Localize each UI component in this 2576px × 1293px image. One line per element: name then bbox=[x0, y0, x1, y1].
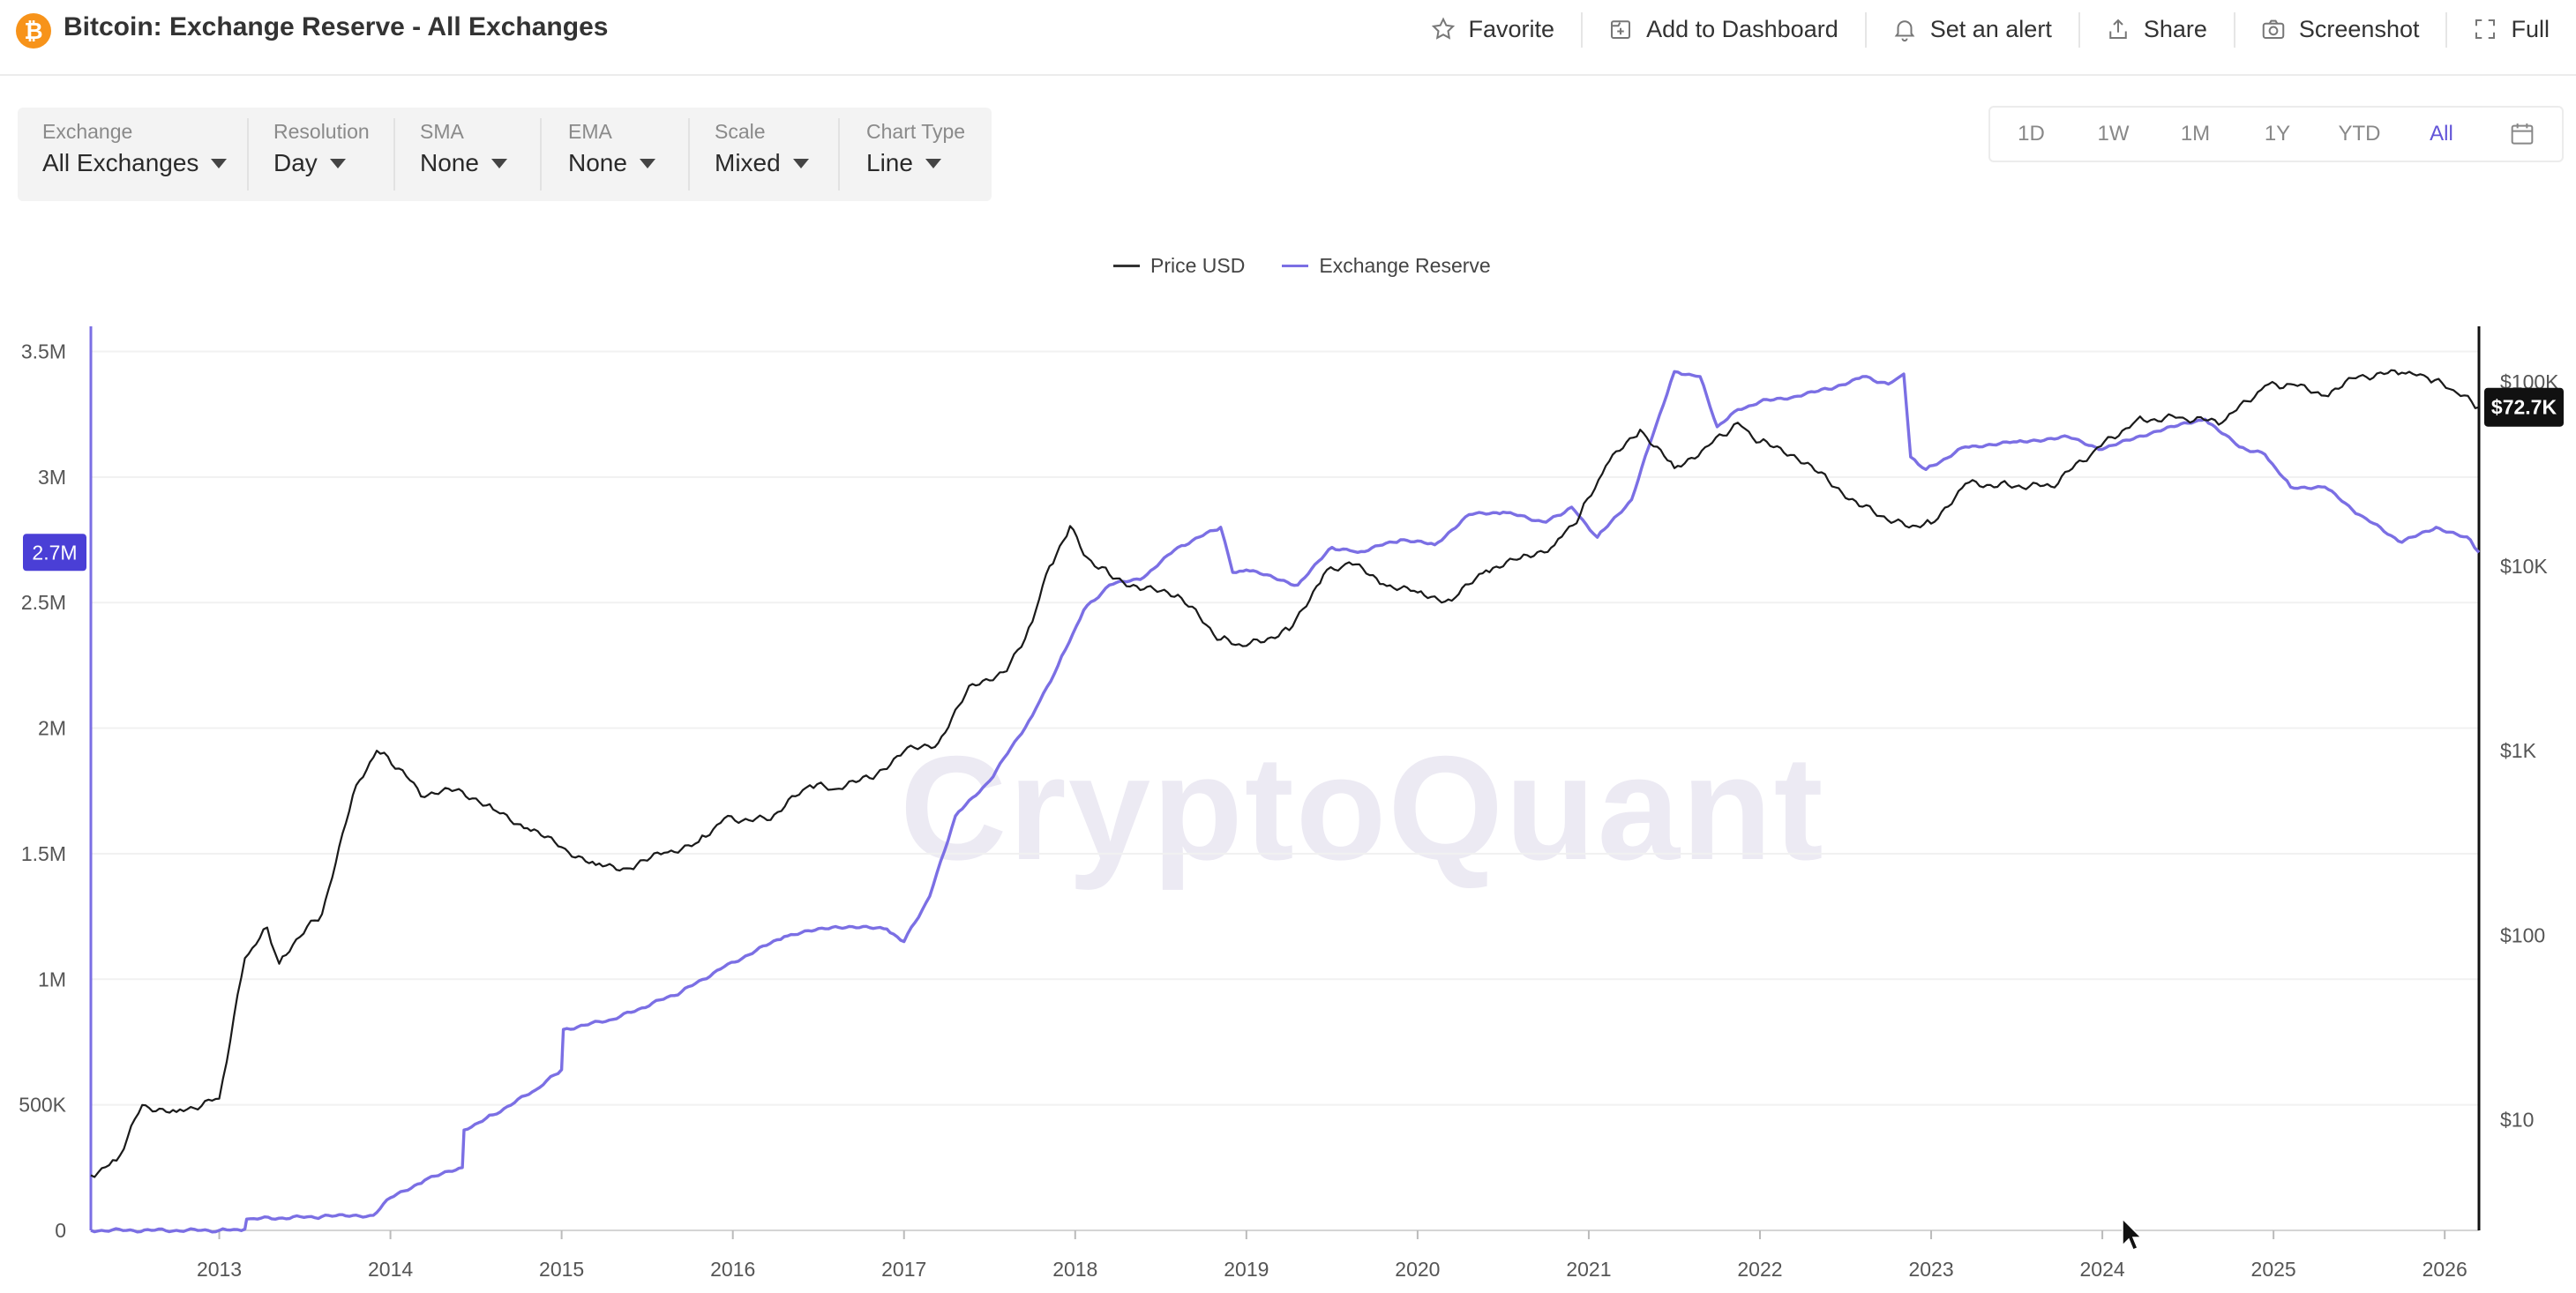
range-selector: 1D 1W 1M 1Y YTD All bbox=[1988, 106, 2564, 162]
screenshot-label: Screenshot bbox=[2298, 15, 2420, 42]
chart-type-value: Line bbox=[866, 149, 913, 176]
left-tick-label: 3.5M bbox=[21, 340, 66, 362]
x-tick-label: 2024 bbox=[2080, 1258, 2125, 1281]
range-1w-button[interactable]: 1W bbox=[2097, 122, 2130, 146]
star-icon bbox=[1430, 16, 1456, 42]
x-tick-label: 2025 bbox=[2251, 1258, 2296, 1281]
fullscreen-icon bbox=[2472, 16, 2498, 42]
scale-value: Mixed bbox=[715, 149, 781, 176]
left-tick-label: 2.5M bbox=[21, 591, 66, 614]
sma-select[interactable]: SMA None bbox=[393, 108, 540, 201]
calendar-icon bbox=[2511, 123, 2534, 145]
screenshot-button[interactable]: Screenshot bbox=[2233, 0, 2446, 58]
resolution-value: Day bbox=[273, 149, 318, 176]
x-tick-label: 2014 bbox=[368, 1258, 413, 1281]
watermark: CryptoQuant bbox=[900, 725, 1825, 891]
legend-swatch-price bbox=[1113, 265, 1140, 267]
chevron-down-icon bbox=[329, 158, 346, 168]
sma-label: SMA bbox=[420, 120, 464, 143]
page-header: ₿ Bitcoin: Exchange Reserve - All Exchan… bbox=[0, 0, 2576, 76]
x-tick-label: 2026 bbox=[2422, 1258, 2467, 1281]
x-tick-label: 2016 bbox=[710, 1258, 755, 1281]
bitcoin-logo-icon: ₿ bbox=[16, 13, 51, 49]
chevron-down-icon bbox=[792, 158, 809, 168]
range-1m-button[interactable]: 1M bbox=[2180, 122, 2211, 146]
chevron-down-icon bbox=[211, 158, 228, 168]
x-tick-label: 2013 bbox=[197, 1258, 242, 1281]
right-tick-label: $10 bbox=[2500, 1108, 2534, 1131]
chart-type-label: Chart Type bbox=[866, 120, 966, 143]
x-tick-label: 2021 bbox=[1566, 1258, 1611, 1281]
range-1y-button[interactable]: 1Y bbox=[2264, 122, 2291, 146]
fullscreen-button[interactable]: Full bbox=[2445, 0, 2576, 58]
chevron-down-icon bbox=[490, 158, 507, 168]
ema-value: None bbox=[568, 149, 627, 176]
ema-label: EMA bbox=[568, 120, 612, 143]
resolution-select[interactable]: Resolution Day bbox=[247, 108, 393, 201]
left-tick-label: 1.5M bbox=[21, 842, 66, 865]
bell-icon bbox=[1891, 16, 1918, 42]
left-tick-label: 500K bbox=[19, 1094, 66, 1117]
price-value-badge-label: $72.7K bbox=[2491, 396, 2557, 419]
mouse-cursor-icon bbox=[2122, 1217, 2143, 1251]
share-icon bbox=[2105, 16, 2131, 42]
x-tick-label: 2020 bbox=[1395, 1258, 1440, 1281]
reserve-value-badge-label: 2.7M bbox=[32, 541, 77, 564]
price-series-line bbox=[90, 369, 2480, 1178]
x-tick-label: 2023 bbox=[1908, 1258, 1953, 1281]
legend-item-price[interactable]: Price USD bbox=[1113, 254, 1245, 278]
chart-legend: Price USD Exchange Reserve bbox=[1113, 254, 1491, 278]
left-tick-label: 0 bbox=[55, 1219, 66, 1242]
reserve-value-badge bbox=[23, 534, 86, 572]
right-tick-label: $10K bbox=[2500, 555, 2548, 578]
right-tick-label: $100 bbox=[2500, 923, 2545, 946]
favorite-button[interactable]: Favorite bbox=[1404, 0, 1582, 58]
right-tick-label: $1K bbox=[2500, 739, 2537, 762]
x-tick-label: 2019 bbox=[1224, 1258, 1269, 1281]
calendar-button[interactable] bbox=[2482, 120, 2562, 148]
range-1d-button[interactable]: 1D bbox=[2018, 122, 2045, 146]
legend-label-price: Price USD bbox=[1150, 254, 1246, 277]
favorite-label: Favorite bbox=[1468, 15, 1555, 42]
legend-item-reserve[interactable]: Exchange Reserve bbox=[1282, 254, 1491, 278]
scale-select[interactable]: Scale Mixed bbox=[688, 108, 838, 201]
page-title: Bitcoin: Exchange Reserve - All Exchange… bbox=[64, 12, 609, 41]
x-tick-label: 2015 bbox=[539, 1258, 584, 1281]
price-value-badge bbox=[2484, 387, 2564, 427]
left-tick-label: 1M bbox=[38, 968, 66, 990]
legend-label-reserve: Exchange Reserve bbox=[1319, 254, 1491, 277]
reserve-series-line bbox=[90, 370, 2481, 1234]
add-to-dashboard-label: Add to Dashboard bbox=[1646, 15, 1838, 42]
x-tick-label: 2017 bbox=[881, 1258, 926, 1281]
scale-label: Scale bbox=[715, 120, 766, 143]
range-ytd-button[interactable]: YTD bbox=[2338, 122, 2381, 146]
left-tick-label: 2M bbox=[38, 717, 66, 740]
set-alert-label: Set an alert bbox=[1929, 15, 2052, 42]
x-tick-label: 2022 bbox=[1737, 1258, 1782, 1281]
exchange-label: Exchange bbox=[42, 120, 133, 143]
left-tick-label: 3M bbox=[38, 466, 66, 489]
dashboard-add-icon bbox=[1607, 16, 1634, 42]
resolution-label: Resolution bbox=[273, 120, 370, 143]
exchange-value: All Exchanges bbox=[42, 149, 199, 176]
range-all-button[interactable]: All bbox=[2430, 122, 2453, 146]
share-label: Share bbox=[2143, 15, 2207, 42]
chevron-down-icon bbox=[639, 158, 655, 168]
legend-swatch-reserve bbox=[1282, 265, 1309, 267]
x-tick-label: 2018 bbox=[1052, 1258, 1097, 1281]
filter-bar: Exchange All Exchanges Resolution Day SM… bbox=[18, 108, 992, 201]
chart-type-select[interactable]: Chart Type Line bbox=[838, 108, 992, 201]
add-to-dashboard-button[interactable]: Add to Dashboard bbox=[1581, 0, 1865, 58]
camera-icon bbox=[2260, 16, 2287, 42]
ema-select[interactable]: EMA None bbox=[540, 108, 688, 201]
share-button[interactable]: Share bbox=[2078, 0, 2234, 58]
fullscreen-label: Full bbox=[2511, 15, 2550, 42]
set-alert-button[interactable]: Set an alert bbox=[1864, 0, 2078, 58]
sma-value: None bbox=[420, 149, 479, 176]
header-actions: Favorite Add to Dashboard Set an alert S… bbox=[1404, 0, 2576, 58]
chart-canvas[interactable]: 0500K1M1.5M2M2.5M3M3.5M$10$100$1K$10K$10… bbox=[0, 238, 2576, 1293]
exchange-select[interactable]: Exchange All Exchanges bbox=[18, 108, 247, 201]
chevron-down-icon bbox=[925, 158, 941, 168]
